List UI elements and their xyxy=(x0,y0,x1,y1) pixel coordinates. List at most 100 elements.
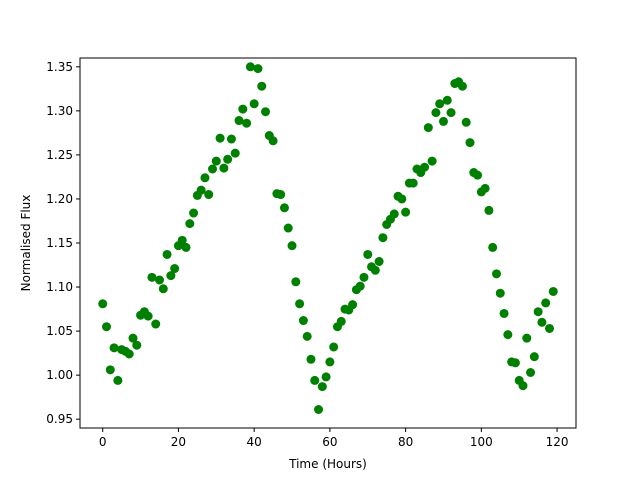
data-point xyxy=(211,156,221,166)
data-point xyxy=(102,322,111,332)
data-point xyxy=(181,242,191,252)
data-point xyxy=(465,138,475,148)
data-point xyxy=(397,194,407,204)
x-tick-label: 60 xyxy=(322,435,337,449)
data-point xyxy=(291,277,301,287)
data-point xyxy=(408,178,418,188)
data-point xyxy=(423,123,433,133)
data-point xyxy=(306,354,316,364)
data-point xyxy=(147,272,157,282)
data-point xyxy=(427,156,437,166)
data-point xyxy=(389,209,399,219)
data-point xyxy=(302,331,312,341)
data-point xyxy=(279,203,289,213)
data-point xyxy=(105,365,115,375)
y-tick-label: 0.95 xyxy=(46,412,73,426)
x-axis-label: Time (Hours) xyxy=(288,457,367,471)
data-point xyxy=(321,372,331,382)
axes-frame xyxy=(79,57,577,429)
data-point xyxy=(488,242,498,252)
plot-area xyxy=(79,57,577,429)
data-point xyxy=(166,271,176,281)
y-tick-label: 1.15 xyxy=(46,236,73,250)
data-point xyxy=(314,405,324,414)
data-point xyxy=(162,249,172,259)
data-point xyxy=(234,116,244,126)
data-point xyxy=(132,340,142,350)
data-point xyxy=(548,286,558,296)
data-point xyxy=(359,272,369,282)
data-point xyxy=(480,183,490,193)
x-tick-label: 120 xyxy=(546,435,569,449)
y-axis-ticks: 0.95 1.00 1.05 1.10 1.15 1.20 1.25 1.30 1.35 xyxy=(46,60,80,426)
data-point xyxy=(158,284,168,294)
data-point xyxy=(420,162,430,172)
data-point xyxy=(533,307,543,317)
data-point xyxy=(484,205,494,215)
data-point xyxy=(310,375,320,385)
data-point xyxy=(109,343,119,353)
data-point xyxy=(196,185,206,195)
data-point xyxy=(261,107,271,117)
y-tick-label: 1.20 xyxy=(46,192,73,206)
data-point xyxy=(336,316,346,326)
y-tick-label: 1.30 xyxy=(46,104,73,118)
data-point xyxy=(223,154,233,164)
data-point xyxy=(446,108,456,118)
data-point xyxy=(348,300,358,310)
y-tick-label: 1.25 xyxy=(46,148,73,162)
data-point xyxy=(124,349,134,359)
data-point xyxy=(355,281,365,291)
data-point xyxy=(298,316,308,326)
data-point xyxy=(529,352,539,362)
data-point xyxy=(518,381,528,391)
data-point xyxy=(378,233,388,243)
data-point xyxy=(461,117,471,127)
data-point xyxy=(457,81,467,91)
data-point xyxy=(143,311,153,321)
data-point xyxy=(257,81,267,91)
data-points xyxy=(98,62,558,414)
data-point xyxy=(499,308,509,318)
data-point xyxy=(374,257,384,266)
data-point xyxy=(208,164,218,174)
x-tick-label: 0 xyxy=(99,435,107,449)
data-point xyxy=(442,95,452,105)
data-point xyxy=(325,357,335,367)
data-point xyxy=(287,241,297,251)
data-point xyxy=(370,265,380,275)
data-point xyxy=(238,104,248,114)
x-tick-label: 100 xyxy=(470,435,493,449)
data-point xyxy=(537,317,547,327)
data-point xyxy=(431,108,441,118)
data-point xyxy=(329,342,339,352)
data-point xyxy=(295,299,305,309)
data-point xyxy=(204,190,214,200)
data-point xyxy=(128,333,138,343)
data-point xyxy=(401,207,411,217)
data-point xyxy=(283,223,293,233)
data-point xyxy=(253,64,263,74)
data-point xyxy=(435,99,445,109)
data-point xyxy=(177,235,187,245)
data-point xyxy=(473,170,483,180)
data-point xyxy=(510,358,520,368)
y-tick-label: 1.05 xyxy=(46,324,73,338)
data-point xyxy=(215,133,225,143)
data-point xyxy=(200,173,210,183)
data-point xyxy=(170,264,180,274)
data-point xyxy=(242,118,252,128)
data-point xyxy=(151,319,161,329)
data-point xyxy=(185,219,195,229)
data-point xyxy=(526,368,536,377)
data-point xyxy=(363,249,373,259)
data-point xyxy=(98,299,108,309)
data-point xyxy=(276,190,286,200)
data-point xyxy=(249,99,259,109)
y-tick-label: 1.00 xyxy=(46,368,73,382)
x-axis-ticks: 0 20 40 60 80 100 120 xyxy=(99,428,569,449)
data-point xyxy=(245,62,255,72)
data-point xyxy=(438,116,448,126)
data-point xyxy=(491,269,501,279)
